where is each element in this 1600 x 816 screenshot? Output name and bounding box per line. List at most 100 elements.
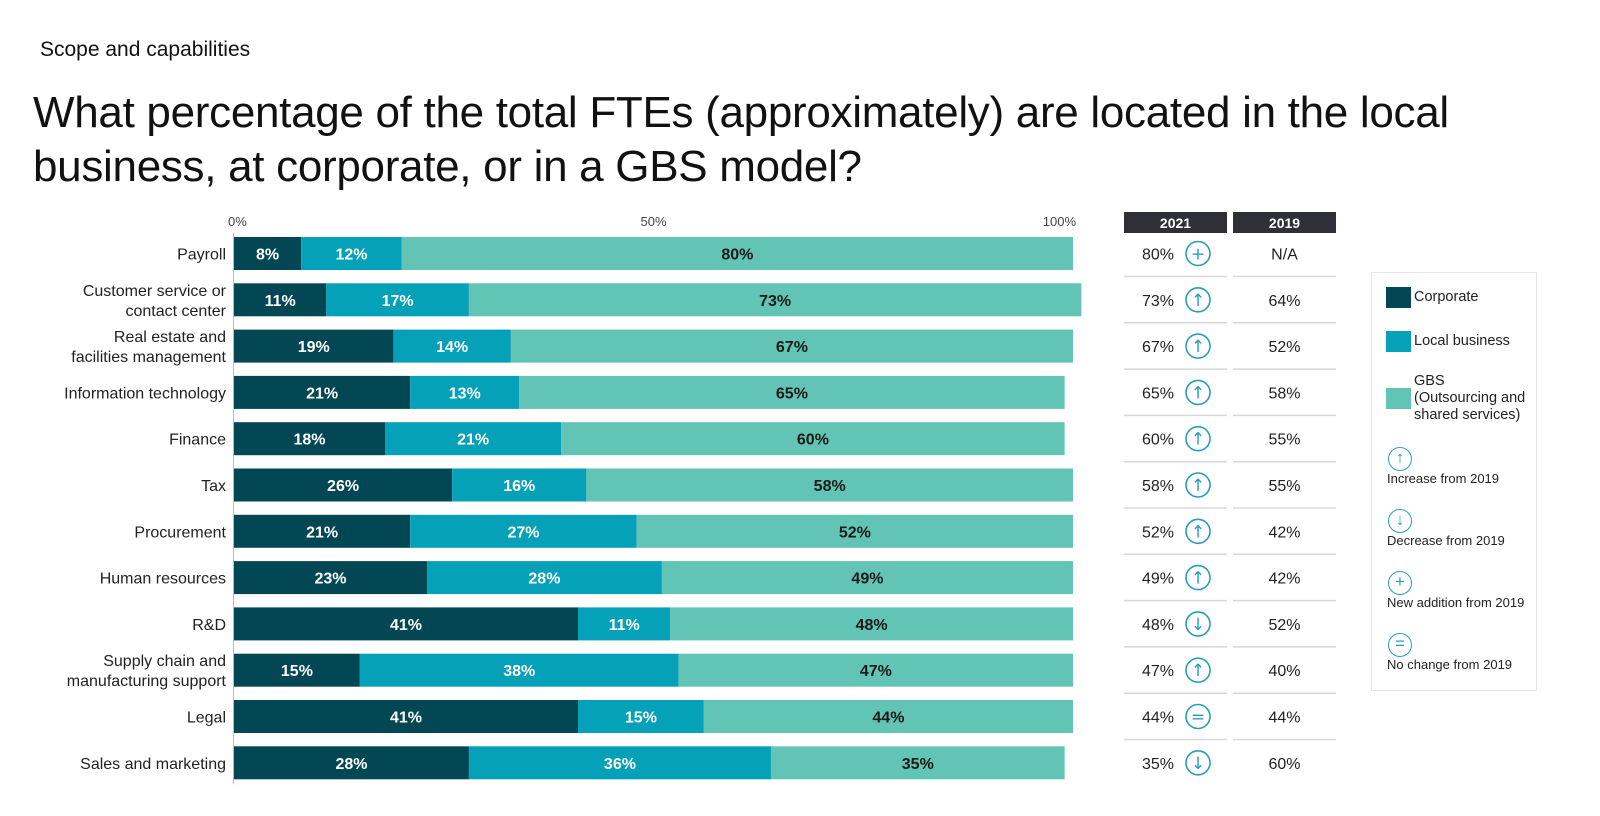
table-cell-2021: 44% xyxy=(1142,710,1174,727)
arrow-up-icon xyxy=(1185,564,1211,591)
legend-swatch-corporate xyxy=(1386,287,1411,308)
category-label: Supply chain and xyxy=(103,653,226,670)
legend-swatch-local-business xyxy=(1386,331,1411,352)
category-label: manufacturing support xyxy=(67,673,227,690)
bar-data-label: 8% xyxy=(256,247,279,264)
trend-icon-glyph: = xyxy=(1191,708,1205,728)
bar-data-label: 21% xyxy=(457,432,489,449)
bar-segment xyxy=(393,329,511,363)
bar-data-label: 16% xyxy=(503,478,535,495)
trend-icon-glyph: + xyxy=(1191,245,1205,265)
category-label: contact center xyxy=(126,303,227,320)
bar-segment xyxy=(234,237,302,270)
legend-label-increase: Increase from 2019 xyxy=(1387,471,1500,486)
arrow-up-icon xyxy=(1185,286,1211,313)
table-cell-2021: 49% xyxy=(1142,571,1174,588)
table-cell-2019: N/A xyxy=(1271,247,1298,264)
bar-segment xyxy=(703,700,1073,733)
table-header-label: 2021 xyxy=(1160,215,1191,231)
bar-segment xyxy=(468,283,1082,317)
table-cell-2019: 52% xyxy=(1268,339,1300,356)
bar-data-label: 47% xyxy=(860,663,892,680)
bar-segment xyxy=(301,237,402,270)
bar-segment xyxy=(770,746,1065,780)
table-cell-2021: 48% xyxy=(1142,617,1174,634)
bar-segment xyxy=(234,375,411,409)
category-label: Payroll xyxy=(177,247,226,264)
category-label: Finance xyxy=(169,432,226,449)
bar-segment xyxy=(234,746,469,780)
bar-data-label: 19% xyxy=(298,339,330,356)
bar-data-label: 67% xyxy=(776,339,808,356)
category-label: Procurement xyxy=(134,524,226,541)
legend-label-no-change: No change from 2019 xyxy=(1387,657,1513,672)
trend-icon-glyph: ↑ xyxy=(1191,337,1205,357)
x-tick-label: 0% xyxy=(228,214,247,229)
arrow-up-icon: ↑ xyxy=(1388,447,1412,471)
trend-icon-glyph: ↓ xyxy=(1191,754,1205,774)
section-eyebrow: Scope and capabilities xyxy=(40,38,251,61)
table-cell-2021: 58% xyxy=(1142,478,1174,495)
bar-segment xyxy=(510,329,1073,363)
bar-data-label: 58% xyxy=(814,478,846,495)
category-label: R&D xyxy=(192,617,226,634)
bar-data-label: 17% xyxy=(382,293,414,310)
bar-data-label: 15% xyxy=(625,710,657,727)
bar-segment xyxy=(586,468,1073,502)
bar-segment xyxy=(234,422,386,456)
bar-segment xyxy=(452,468,587,502)
trend-icon-glyph: ↑ xyxy=(1191,430,1205,450)
bar-segment xyxy=(410,514,637,548)
table-cell-2021: 35% xyxy=(1142,756,1174,773)
trend-icon-glyph: ↑ xyxy=(1191,661,1205,681)
table-header-2019 xyxy=(1233,212,1336,233)
table-cell-2021: 67% xyxy=(1142,339,1174,356)
table-cell-2019: 60% xyxy=(1268,756,1300,773)
bar-data-label: 21% xyxy=(306,524,338,541)
x-tick-label: 50% xyxy=(640,214,666,229)
category-label: Customer service or xyxy=(83,283,227,300)
bar-data-label: 52% xyxy=(839,524,871,541)
legend-label-corporate: Corporate xyxy=(1414,289,1479,305)
category-label: Sales and marketing xyxy=(80,756,226,773)
legend-swatch-gbs xyxy=(1386,388,1411,409)
trend-icon-glyph: ↓ xyxy=(1191,615,1205,635)
bar-data-label: 38% xyxy=(503,663,535,680)
bar-data-label: 27% xyxy=(507,524,539,541)
arrow-up-icon xyxy=(1185,657,1211,684)
arrow-up-icon xyxy=(1185,379,1211,406)
bar-segment xyxy=(468,746,771,780)
table-cell-2019: 58% xyxy=(1268,385,1300,402)
legend-label-new: New addition from 2019 xyxy=(1387,595,1525,610)
bar-data-label: 28% xyxy=(335,756,367,773)
bar-data-label: 36% xyxy=(604,756,636,773)
legend-label-gbs: GBS (Outsourcing and shared services) xyxy=(1414,373,1526,423)
bar-data-label: 35% xyxy=(902,756,934,773)
bar-segment xyxy=(661,561,1073,595)
table-cell-2019: 42% xyxy=(1268,524,1300,541)
table-cell-2021: 52% xyxy=(1142,524,1174,541)
arrow-up-icon xyxy=(1185,472,1211,498)
trend-icon-glyph: ↑ xyxy=(1191,383,1205,403)
bar-segment xyxy=(678,653,1073,687)
bar-data-label: 48% xyxy=(856,617,888,634)
table-cell-2021: 73% xyxy=(1142,293,1174,310)
bar-data-label: 44% xyxy=(872,710,904,727)
table-cell-2019: 44% xyxy=(1268,710,1300,727)
trend-icon-glyph: ↑ xyxy=(1191,522,1205,542)
table-cell-2019: 40% xyxy=(1268,663,1300,680)
bar-data-label: 41% xyxy=(390,710,422,727)
bar-data-label: 28% xyxy=(528,571,560,588)
bar-segment xyxy=(234,561,427,595)
table-cell-2019: 55% xyxy=(1268,432,1300,449)
bar-segment xyxy=(234,468,453,502)
category-label: Legal xyxy=(187,710,226,727)
x-tick-label: 100% xyxy=(1043,214,1077,229)
trend-icon-glyph: ↑ xyxy=(1191,291,1205,311)
bar-segment xyxy=(670,607,1073,641)
bar-segment xyxy=(234,514,411,548)
table-cell-2021: 65% xyxy=(1142,385,1174,402)
table-cell-2019: 52% xyxy=(1268,617,1300,634)
bar-data-label: 26% xyxy=(327,478,359,495)
arrow-up-icon xyxy=(1185,425,1211,452)
